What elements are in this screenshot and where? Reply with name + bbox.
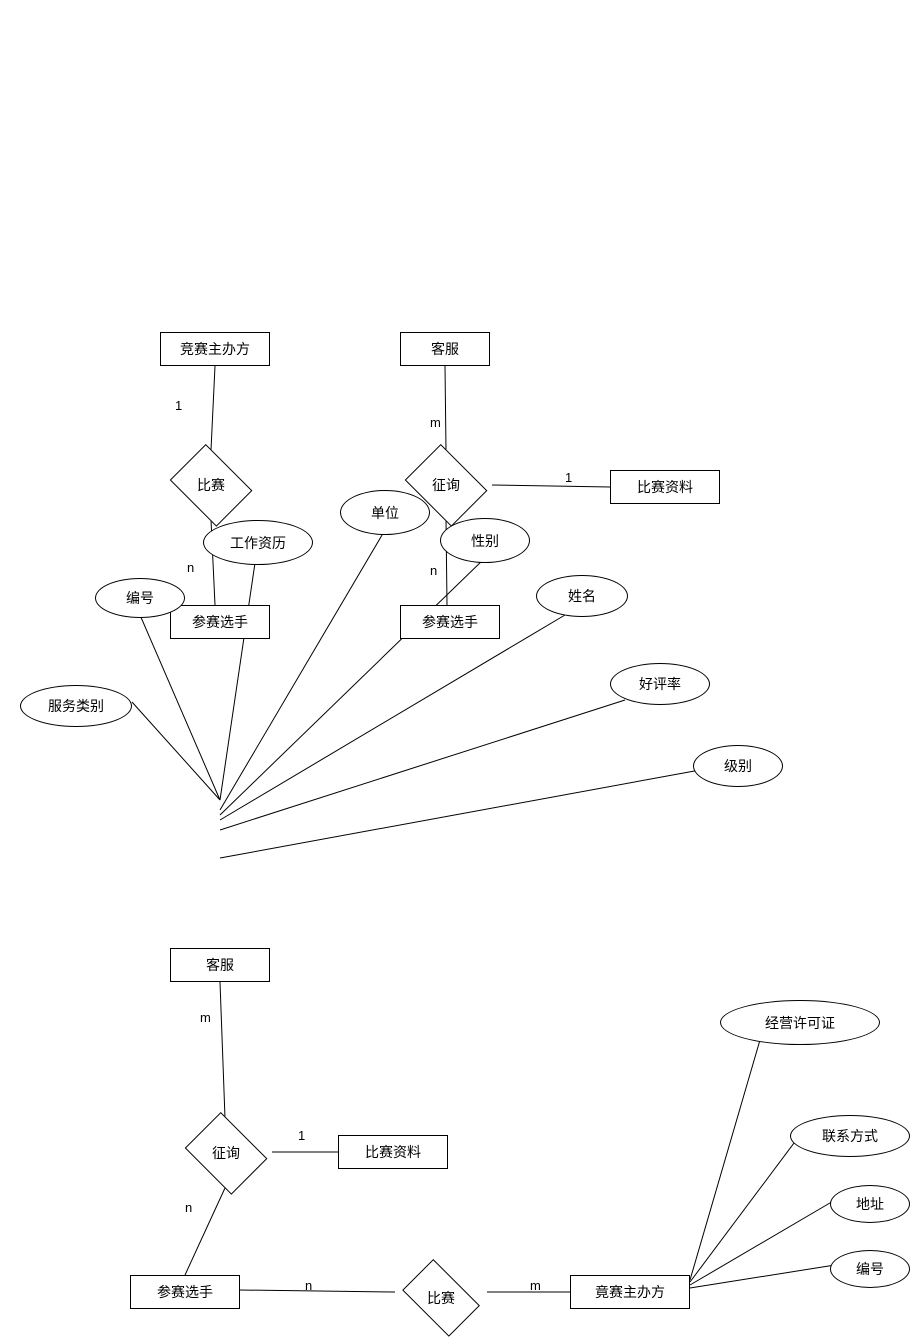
attribute-id1: 编号: [95, 578, 185, 618]
relationship-match2: 比赛: [395, 1268, 487, 1328]
attribute-unit: 单位: [340, 490, 430, 535]
cardinality-label: m: [200, 1010, 211, 1025]
connector-lines: [0, 0, 920, 1302]
cardinality-label: n: [187, 560, 194, 575]
entity-contestant2: 参赛选手: [400, 605, 500, 639]
entity-match_info2: 比赛资料: [338, 1135, 448, 1169]
entity-customer_service1: 客服: [400, 332, 490, 366]
cardinality-label: n: [185, 1200, 192, 1215]
relationship-match1: 比赛: [165, 450, 257, 520]
attribute-contact: 联系方式: [790, 1115, 910, 1157]
entity-match_info1: 比赛资料: [610, 470, 720, 504]
cardinality-label: n: [430, 563, 437, 578]
cardinality-label: 1: [298, 1128, 305, 1143]
entity-organizer2: 竟赛主办方: [570, 1275, 690, 1309]
attribute-license: 经营许可证: [720, 1000, 880, 1045]
entity-customer_service2: 客服: [170, 948, 270, 982]
cardinality-label: 1: [565, 470, 572, 485]
entity-organizer1: 竞赛主办方: [160, 332, 270, 366]
cardinality-label: m: [430, 415, 441, 430]
entity-contestant3: 参赛选手: [130, 1275, 240, 1309]
attribute-id2: 编号: [830, 1250, 910, 1288]
attribute-work_exp: 工作资历: [203, 520, 313, 565]
attribute-address: 地址: [830, 1185, 910, 1223]
cardinality-label: 1: [175, 398, 182, 413]
attribute-name: 姓名: [536, 575, 628, 617]
attribute-gender: 性别: [440, 518, 530, 563]
relationship-inquiry2: 征询: [180, 1118, 272, 1188]
attribute-rating: 好评率: [610, 663, 710, 705]
cardinality-label: m: [530, 1278, 541, 1293]
cardinality-label: n: [305, 1278, 312, 1293]
entity-contestant1: 参赛选手: [170, 605, 270, 639]
attribute-service_type: 服务类别: [20, 685, 132, 727]
attribute-level: 级别: [693, 745, 783, 787]
